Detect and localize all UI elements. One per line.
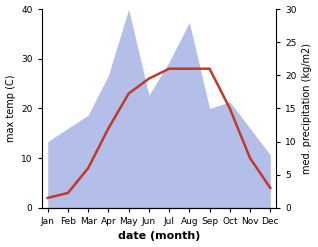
Y-axis label: max temp (C): max temp (C) [5, 75, 16, 142]
Y-axis label: med. precipitation (kg/m2): med. precipitation (kg/m2) [302, 43, 313, 174]
X-axis label: date (month): date (month) [118, 231, 200, 242]
